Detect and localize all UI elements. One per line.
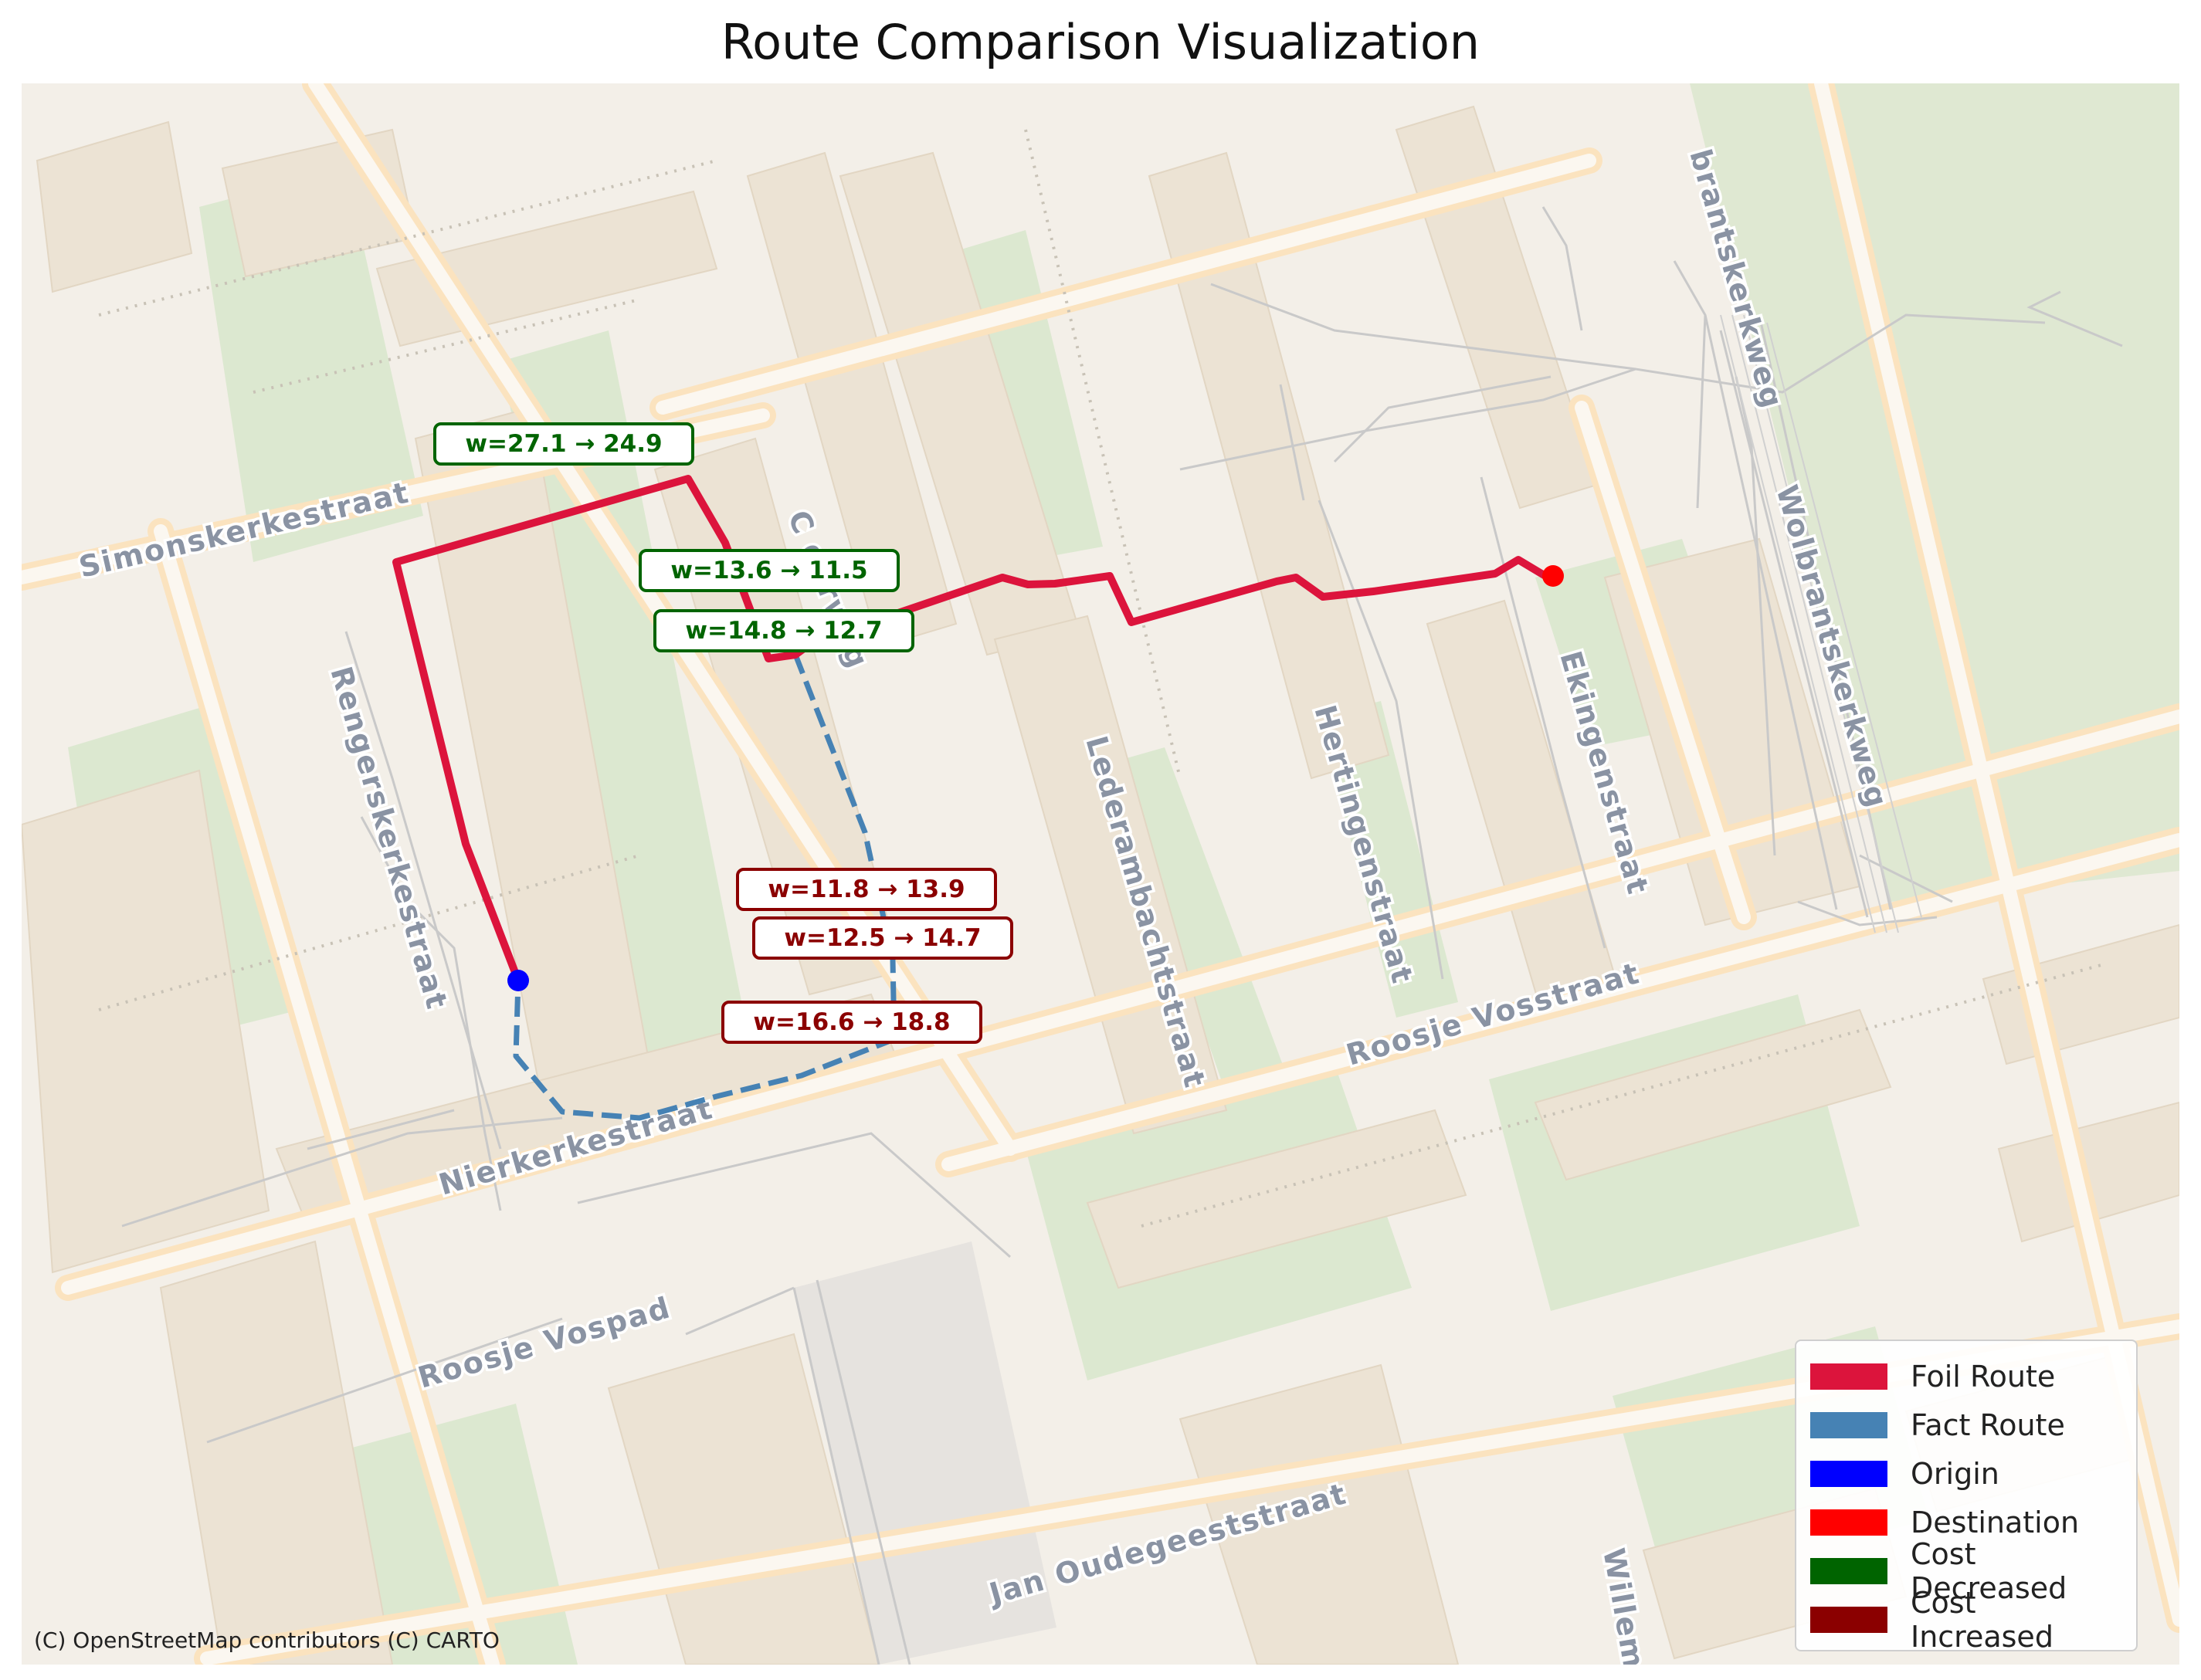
edge-label-w6: w=16.6 → 18.8 [721, 1001, 982, 1044]
destination-marker [1542, 565, 1564, 587]
svg-text:w=12.5 → 14.7: w=12.5 → 14.7 [784, 924, 981, 952]
map-area[interactable]: Simonskerkestraat Rengerskerkestraat Nie… [22, 83, 2179, 1665]
chart-title: Route Comparison Visualization [721, 14, 1480, 70]
edge-label-w2: w=13.6 → 11.5 [639, 549, 900, 592]
edge-label-w4: w=11.8 → 13.9 [736, 868, 997, 911]
legend-swatch [1810, 1411, 1887, 1438]
legend-item-cost-increased: Cost Increased [1810, 1586, 2122, 1654]
legend-label: Origin [1911, 1456, 1999, 1491]
legend-label: Foil Route [1911, 1359, 2056, 1394]
origin-marker [507, 970, 529, 991]
svg-text:w=13.6 → 11.5: w=13.6 → 11.5 [670, 557, 867, 584]
legend-swatch [1810, 1460, 1887, 1487]
legend-item-foil-route: Foil Route [1810, 1352, 2122, 1401]
map-attribution: (C) OpenStreetMap contributors (C) CARTO [34, 1628, 500, 1653]
fact-route [513, 653, 897, 1121]
basemap [22, 83, 2179, 1665]
legend-label: Cost Increased [1911, 1585, 2053, 1654]
legend-label: Cost Decreased [1911, 1536, 2067, 1605]
svg-text:w=27.1 → 24.9: w=27.1 → 24.9 [465, 430, 662, 458]
foil-route [392, 475, 1557, 984]
svg-text:w=14.8 → 12.7: w=14.8 → 12.7 [685, 617, 882, 645]
legend-swatch [1810, 1557, 1887, 1584]
legend-swatch [1810, 1606, 1887, 1633]
svg-text:w=16.6 → 18.8: w=16.6 → 18.8 [753, 1008, 950, 1036]
legend-item-cost-decreased: Cost Decreased [1810, 1537, 2122, 1605]
legend-swatch [1810, 1363, 1887, 1390]
legend-item-origin: Origin [1810, 1449, 2122, 1498]
legend-label: Fact Route [1911, 1407, 2065, 1442]
legend-item-fact-route: Fact Route [1810, 1401, 2122, 1449]
svg-text:w=11.8 → 13.9: w=11.8 → 13.9 [768, 876, 965, 903]
legend: Foil Route Fact Route Origin Destination… [1795, 1340, 2138, 1654]
legend-item-destination: Destination [1810, 1498, 2122, 1546]
edge-labels: w=27.1 → 24.9 w=13.6 → 11.5 w=14.8 → 12.… [433, 422, 1013, 1044]
edge-label-w5: w=12.5 → 14.7 [752, 916, 1013, 960]
legend-label: Destination [1911, 1505, 2080, 1539]
edge-label-w3: w=14.8 → 12.7 [653, 609, 914, 652]
edge-label-w1: w=27.1 → 24.9 [433, 422, 694, 466]
legend-swatch [1810, 1509, 1887, 1536]
